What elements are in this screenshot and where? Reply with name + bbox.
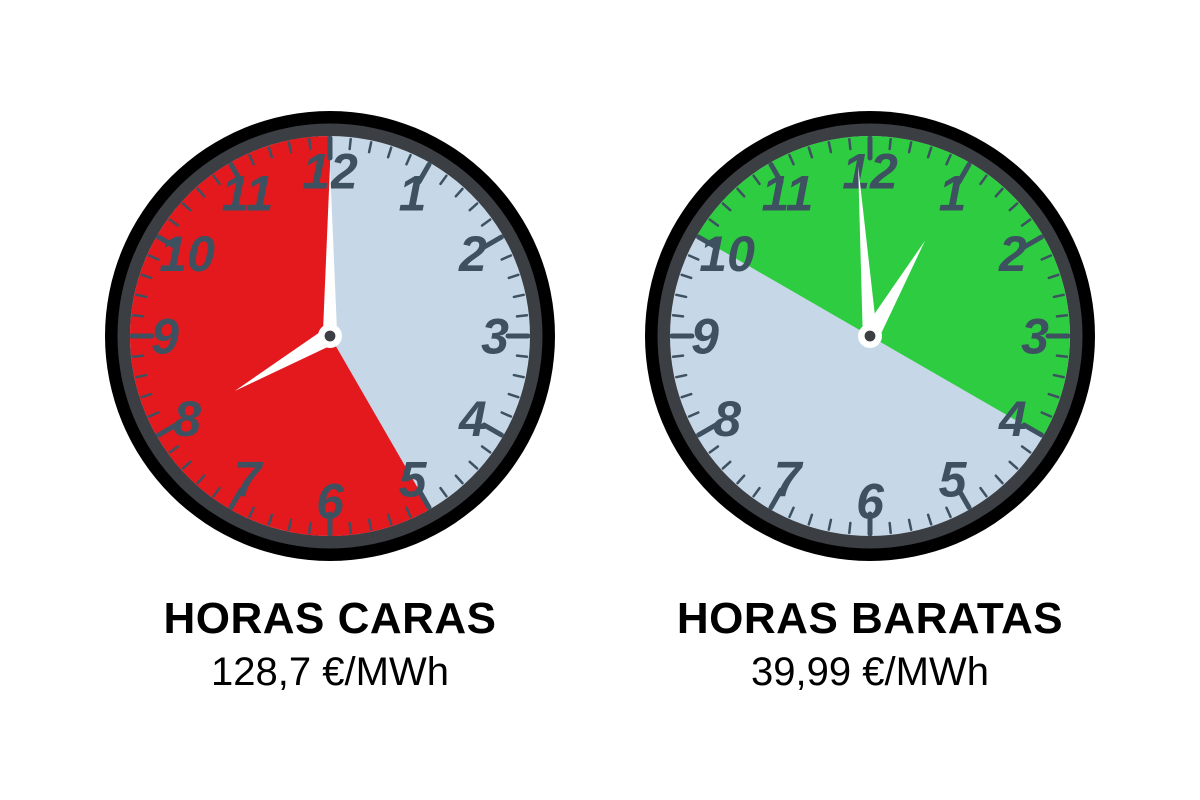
svg-text:10: 10 <box>159 226 215 282</box>
svg-text:12: 12 <box>842 143 898 199</box>
expensive-hours-panel: 121234567891011 HORAS CARAS 128,7 €/MWh <box>100 106 560 695</box>
svg-text:11: 11 <box>762 165 814 221</box>
svg-text:2: 2 <box>998 226 1027 282</box>
cheap-clock-svg: 12 12 3 45678 9 1011 <box>640 106 1100 566</box>
cheap-hours-panel: 12 12 3 45678 9 1011 HORAS BARATAS 39,99 €/MW… <box>640 106 1100 695</box>
svg-text:8: 8 <box>173 391 201 447</box>
expensive-title: HORAS CARAS <box>163 594 496 644</box>
svg-text:5: 5 <box>399 451 428 507</box>
svg-text:5: 5 <box>939 451 968 507</box>
svg-text:4: 4 <box>458 391 487 447</box>
svg-text:1: 1 <box>399 165 427 221</box>
expensive-clock: 121234567891011 <box>100 106 560 566</box>
svg-text:7: 7 <box>774 451 804 507</box>
cheap-clock: 12 12 3 45678 9 1011 <box>640 106 1100 566</box>
svg-text:3: 3 <box>481 308 509 364</box>
cheap-caption: HORAS BARATAS 39,99 €/MWh <box>677 594 1063 695</box>
svg-text:7: 7 <box>234 451 264 507</box>
svg-text:4: 4 <box>998 391 1027 447</box>
svg-text:9: 9 <box>691 308 719 364</box>
svg-text:1: 1 <box>939 165 967 221</box>
svg-text:10: 10 <box>699 226 755 282</box>
svg-text:3: 3 <box>1021 308 1049 364</box>
svg-text:6: 6 <box>856 473 885 529</box>
svg-text:9: 9 <box>151 308 179 364</box>
cheap-title: HORAS BARATAS <box>677 594 1063 644</box>
expensive-caption: HORAS CARAS 128,7 €/MWh <box>163 594 496 695</box>
expensive-price: 128,7 €/MWh <box>163 650 496 695</box>
expensive-clock-svg: 121234567891011 <box>100 106 560 566</box>
cheap-price: 39,99 €/MWh <box>677 650 1063 695</box>
svg-text:2: 2 <box>458 226 487 282</box>
svg-text:8: 8 <box>713 391 741 447</box>
svg-text:6: 6 <box>316 473 345 529</box>
svg-text:11: 11 <box>222 165 274 221</box>
